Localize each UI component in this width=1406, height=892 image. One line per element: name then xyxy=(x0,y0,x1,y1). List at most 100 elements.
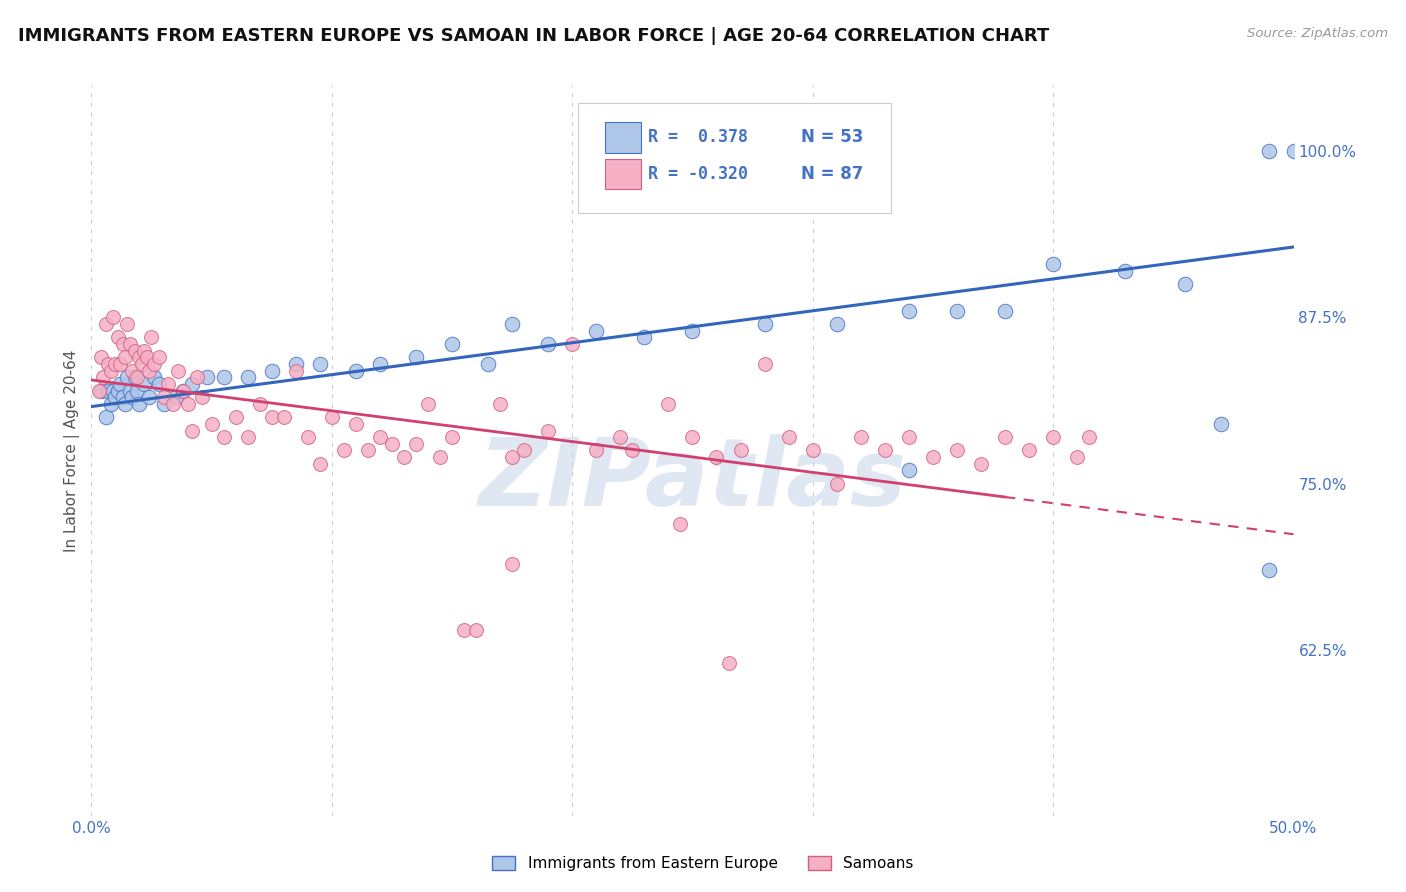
Point xyxy=(135,351,157,365)
Point xyxy=(181,424,204,438)
Point xyxy=(101,310,124,325)
Point xyxy=(333,443,356,458)
Point xyxy=(128,397,150,411)
Point xyxy=(104,390,127,404)
Point xyxy=(897,430,920,444)
Point xyxy=(152,397,174,411)
Point xyxy=(201,417,224,431)
Point xyxy=(392,450,415,464)
Point xyxy=(946,303,969,318)
Point xyxy=(730,443,752,458)
Point xyxy=(212,370,235,384)
Point xyxy=(440,337,463,351)
Point xyxy=(176,397,198,411)
Point xyxy=(114,397,136,411)
Point xyxy=(489,397,512,411)
Text: N = 53: N = 53 xyxy=(800,128,863,146)
Point xyxy=(181,376,204,391)
Point xyxy=(100,397,122,411)
Point xyxy=(513,443,536,458)
Point xyxy=(440,430,463,444)
Point xyxy=(381,437,404,451)
Point xyxy=(585,324,607,338)
Point xyxy=(100,364,122,378)
Point xyxy=(501,450,523,464)
Point xyxy=(994,303,1017,318)
Point xyxy=(141,330,163,344)
Point xyxy=(107,384,129,398)
Point xyxy=(357,443,380,458)
Point xyxy=(297,430,319,444)
Point xyxy=(1211,417,1233,431)
Point xyxy=(706,450,728,464)
Point xyxy=(416,397,439,411)
Point xyxy=(681,324,703,338)
Point xyxy=(152,390,174,404)
Point xyxy=(128,351,150,365)
Text: R =  0.378: R = 0.378 xyxy=(648,128,748,146)
Point xyxy=(1018,443,1040,458)
Point xyxy=(117,317,139,331)
Point xyxy=(537,424,560,438)
Point xyxy=(172,384,194,398)
Point xyxy=(114,351,136,365)
Point xyxy=(87,384,110,398)
Point xyxy=(778,430,800,444)
Point xyxy=(172,384,194,398)
Point xyxy=(118,337,141,351)
Point xyxy=(1258,145,1281,159)
Point xyxy=(405,351,427,365)
Point xyxy=(212,430,235,444)
Point xyxy=(308,457,330,471)
Point xyxy=(121,390,143,404)
Point xyxy=(138,364,160,378)
Point xyxy=(110,357,132,371)
Point xyxy=(125,370,148,384)
Point xyxy=(225,410,247,425)
Point xyxy=(897,303,920,318)
Point xyxy=(873,443,896,458)
Point xyxy=(90,384,112,398)
Point xyxy=(162,397,184,411)
Point xyxy=(195,370,218,384)
Point xyxy=(754,357,776,371)
Point xyxy=(186,370,208,384)
Text: Source: ZipAtlas.com: Source: ZipAtlas.com xyxy=(1247,27,1388,40)
Point xyxy=(165,390,187,404)
Point xyxy=(308,357,330,371)
Point xyxy=(118,384,141,398)
Point xyxy=(897,463,920,477)
Point xyxy=(131,357,153,371)
Point xyxy=(1078,430,1101,444)
Point xyxy=(249,397,271,411)
Point xyxy=(236,370,259,384)
Point xyxy=(97,384,120,398)
Point xyxy=(167,364,190,378)
Point xyxy=(1042,257,1064,271)
Point xyxy=(368,357,391,371)
Point xyxy=(754,317,776,331)
Point xyxy=(107,330,129,344)
Point xyxy=(561,337,583,351)
Point xyxy=(101,384,124,398)
Point xyxy=(405,437,427,451)
Point xyxy=(124,370,146,384)
Point xyxy=(104,357,127,371)
Point xyxy=(344,364,367,378)
Point xyxy=(681,430,703,444)
Point xyxy=(142,357,165,371)
Point xyxy=(236,430,259,444)
Y-axis label: In Labor Force | Age 20-64: In Labor Force | Age 20-64 xyxy=(65,350,80,551)
Point xyxy=(142,370,165,384)
Point xyxy=(134,376,156,391)
Point xyxy=(273,410,295,425)
Point xyxy=(368,430,391,444)
Point xyxy=(260,364,283,378)
Point xyxy=(501,317,523,331)
Point xyxy=(138,390,160,404)
Point xyxy=(121,364,143,378)
Point xyxy=(1174,277,1197,292)
Point xyxy=(148,376,170,391)
Point xyxy=(93,370,115,384)
Point xyxy=(825,476,848,491)
